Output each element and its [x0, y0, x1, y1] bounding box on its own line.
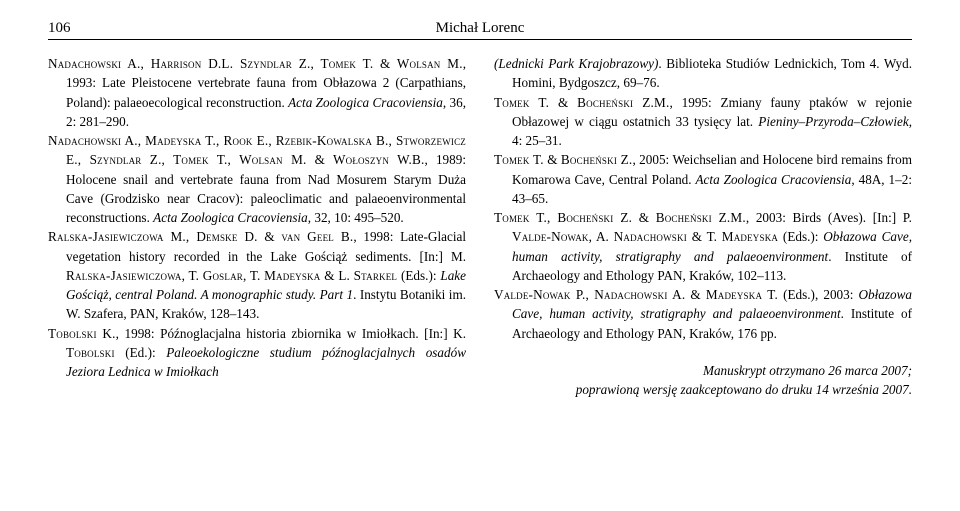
reference-entry: Tomek T. & Bocheński Z.M., 1995: Zmiany … [494, 93, 912, 151]
manuscript-line: Manuskrypt otrzymano 26 marca 2007; [494, 361, 912, 380]
reference-entry: Ralska-Jasiewiczowa M., Demske D. & van … [48, 227, 466, 323]
reference-entry: (Lednicki Park Krajobrazowy). Biblioteka… [494, 54, 912, 93]
reference-entry: Tomek T. & Bocheński Z., 2005: Weichseli… [494, 150, 912, 208]
reference-entry: Nadachowski A., Madeyska T., Rook E., Rz… [48, 131, 466, 227]
page-header: 106 Michał Lorenc [48, 20, 912, 40]
manuscript-line: poprawioną wersję zaakceptowano do druku… [494, 380, 912, 399]
reference-entry: Tomek T., Bocheński Z. & Bocheński Z.M.,… [494, 208, 912, 285]
columns: Nadachowski A., Harrison D.L. Szyndlar Z… [48, 54, 912, 400]
reference-entry: Valde-Nowak P., Nadachowski A. & Madeysk… [494, 285, 912, 343]
page-number: 106 [48, 20, 96, 37]
reference-entry: Nadachowski A., Harrison D.L. Szyndlar Z… [48, 54, 466, 131]
right-column: (Lednicki Park Krajobrazowy). Biblioteka… [494, 54, 912, 400]
manuscript-note: Manuskrypt otrzymano 26 marca 2007; popr… [494, 361, 912, 400]
reference-entry: Tobolski K., 1998: Późnoglacjalna histor… [48, 324, 466, 382]
page: 106 Michał Lorenc Nadachowski A., Harris… [0, 0, 960, 511]
left-column: Nadachowski A., Harrison D.L. Szyndlar Z… [48, 54, 466, 400]
header-author: Michał Lorenc [96, 20, 864, 37]
